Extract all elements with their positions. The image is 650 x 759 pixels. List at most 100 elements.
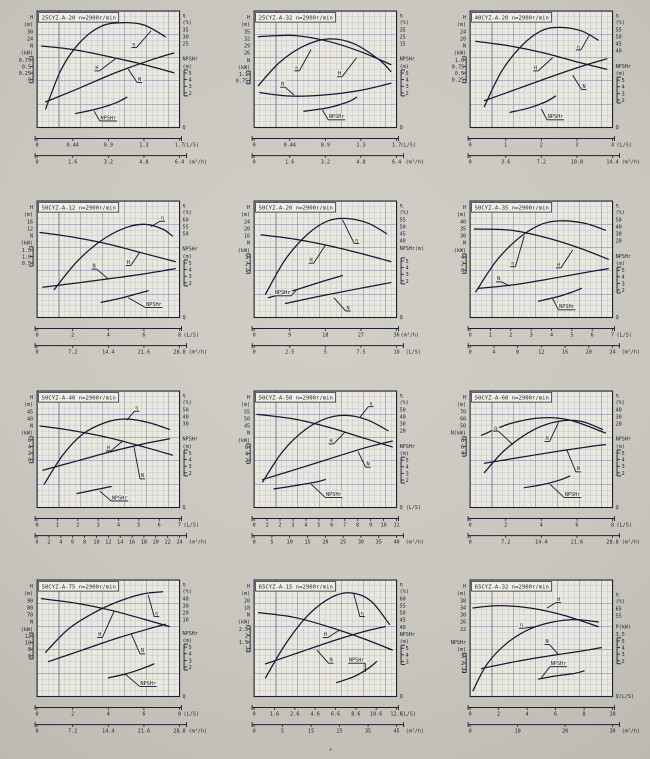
x-tick-label: 10: [93, 539, 99, 545]
bracket-tick: 5: [189, 261, 192, 267]
chart-title: 50CYZ-A-50 n=2900r/min: [258, 395, 332, 401]
x-tick-label: 0: [469, 143, 472, 149]
x-tick-label: 1: [56, 522, 59, 528]
axis-label: NPSHr: [451, 640, 466, 646]
bracket-tick: 3: [189, 464, 192, 470]
axis-label: (m): [183, 443, 192, 449]
axis-label: 50: [183, 231, 189, 237]
label-leader-line: [290, 288, 297, 296]
x-tick-label: 0: [469, 522, 472, 528]
axis-label: η: [183, 393, 186, 399]
x-tick-label: 0: [36, 349, 39, 355]
x-tick-label: 45: [393, 729, 399, 735]
x-axis-unit: (L/S): [184, 712, 199, 718]
axis-label: (m): [457, 647, 466, 653]
axis-label: η: [399, 203, 402, 209]
chart-title: 50CYZ-A-60 n=2900r/min: [475, 395, 549, 401]
x-tick-label: 6.6: [331, 712, 340, 718]
axis-label: N: [247, 430, 250, 436]
x-tick-label: 8.6: [351, 712, 360, 718]
axis-label: η: [399, 582, 402, 588]
axis-label: (%): [399, 400, 408, 406]
curve-eta: [261, 414, 389, 483]
bracket-tick: 6: [245, 444, 248, 450]
axis-label: (m): [241, 591, 250, 597]
curve-label-H: H: [107, 445, 110, 451]
bracket-tick: 4: [405, 78, 408, 84]
x-tick-label: 1.7: [392, 143, 401, 149]
x-tick-label: 1.3: [139, 143, 148, 149]
curve-H: [481, 416, 607, 436]
x-tick-label: 7.2: [537, 160, 546, 166]
axis-label: 70: [460, 409, 466, 415]
axis-label: H: [463, 15, 466, 21]
graph-paper-grid: [470, 390, 614, 508]
axis-label: 50: [399, 407, 405, 413]
axis-label: 16: [27, 219, 33, 225]
x-tick-label: 35: [365, 729, 371, 735]
x-axis: 0 1 2 3 4 5 6 7 (L/S): [467, 325, 632, 338]
chart-title-box: [38, 391, 119, 402]
x-tick-label: 6: [330, 522, 333, 528]
axis-label: NPSHr(m): [399, 246, 424, 252]
label-leader-line: [99, 58, 116, 72]
pump-chart-7: 50CYZ-A-40 n=2900r/min η H N NPSHr H (m) 45 40 N(…: [0, 380, 217, 570]
x-tick-label: 24: [610, 349, 616, 355]
x-tick-label: 12.6: [390, 712, 402, 718]
curve-N: [258, 82, 392, 97]
curve-label-NPSHr: NPSHr: [274, 290, 290, 296]
x-tick-label: 1.6: [285, 160, 294, 166]
label-leader-line: [341, 219, 355, 244]
q-axis-label: Q(L/S): [616, 694, 634, 700]
x-tick-label: 6: [158, 522, 161, 528]
axis-label: N(kW): [451, 430, 466, 436]
x-tick-label: 24: [176, 539, 182, 545]
bracket-tick: 0: [461, 268, 464, 274]
bracket-tick: 3: [622, 464, 625, 470]
x-axis: 0 9 18 27 36 (m³/h): [251, 325, 419, 338]
x-tick-label: 6: [554, 712, 557, 718]
bracket-tick: 0: [28, 78, 31, 84]
x-axis-unit: (L/S): [617, 332, 632, 338]
axis-label: N: [247, 240, 250, 246]
pump-chart-canvas: 25CYZ-A-32 n=2900r/minHηNNPSHrH(m)353229…: [235, 10, 424, 166]
curve-label-H: H: [127, 260, 130, 266]
bracket-tick: 4: [622, 274, 625, 280]
label-leader-line: [130, 633, 141, 655]
axis-label: H: [30, 205, 33, 211]
axis-label: 24: [27, 36, 33, 42]
axis-label: 55: [244, 409, 250, 415]
pump-chart-canvas: 50CYZ-A-20 n=2900r/minηHNPSHrNH(m)242016…: [237, 200, 424, 355]
curve-H: [257, 612, 393, 651]
pump-chart-canvas: 65CYZ-A-32 n=2900r/minHηNNPSHrH(m)383430…: [451, 579, 640, 735]
curve-label-N: N: [583, 84, 586, 90]
axis-label: 18: [244, 606, 250, 612]
x-tick-label: 10: [380, 522, 386, 528]
x-tick-label: 0: [252, 539, 255, 545]
curve-H: [257, 34, 392, 66]
curve-label-H: H: [329, 438, 332, 444]
axis-label: NPSHr: [616, 436, 631, 442]
graph-paper-grid: [253, 390, 397, 508]
label-leader-line: [99, 490, 112, 501]
pump-chart-5: 50CYZ-A-20 n=2900r/min η H NPSHr N H (m) 24 20 16…: [217, 190, 434, 380]
x-tick-label: 0: [252, 729, 255, 735]
x-tick-label: 7: [611, 332, 614, 338]
bracket-tick: 0.5: [22, 261, 31, 267]
axis-label: η: [399, 393, 402, 399]
bracket-tick: 6: [28, 654, 31, 660]
axis-label: 30: [183, 604, 189, 610]
x-tick-label: 0.9: [320, 143, 329, 149]
x-tick-label: 6.4: [175, 160, 184, 166]
x-tick-label: 0: [252, 349, 255, 355]
axis-label: 24: [244, 219, 250, 225]
label-leader-line: [96, 268, 109, 280]
curve-label-eta: η: [132, 42, 135, 48]
x-axis-unit: (m³/h): [189, 539, 207, 545]
bracket-tick: 2: [405, 478, 408, 484]
